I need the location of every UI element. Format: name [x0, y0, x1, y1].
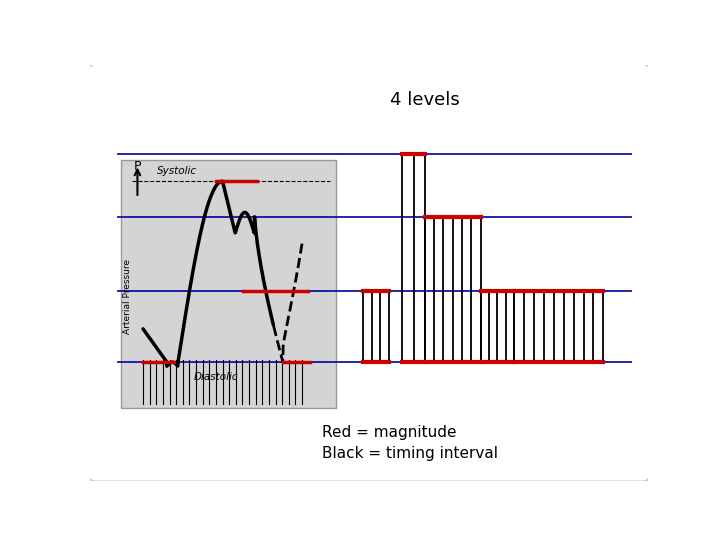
Text: Arterial Pressure: Arterial Pressure: [123, 259, 132, 334]
Text: Systolic: Systolic: [157, 166, 197, 176]
Text: 4 levels: 4 levels: [390, 91, 459, 109]
Text: Black = timing interval: Black = timing interval: [322, 446, 498, 461]
Bar: [121, 160, 336, 408]
Text: Red = magnitude: Red = magnitude: [322, 426, 456, 440]
Text: P: P: [134, 160, 141, 173]
Text: Diastolic: Diastolic: [193, 372, 238, 382]
FancyBboxPatch shape: [89, 64, 649, 482]
